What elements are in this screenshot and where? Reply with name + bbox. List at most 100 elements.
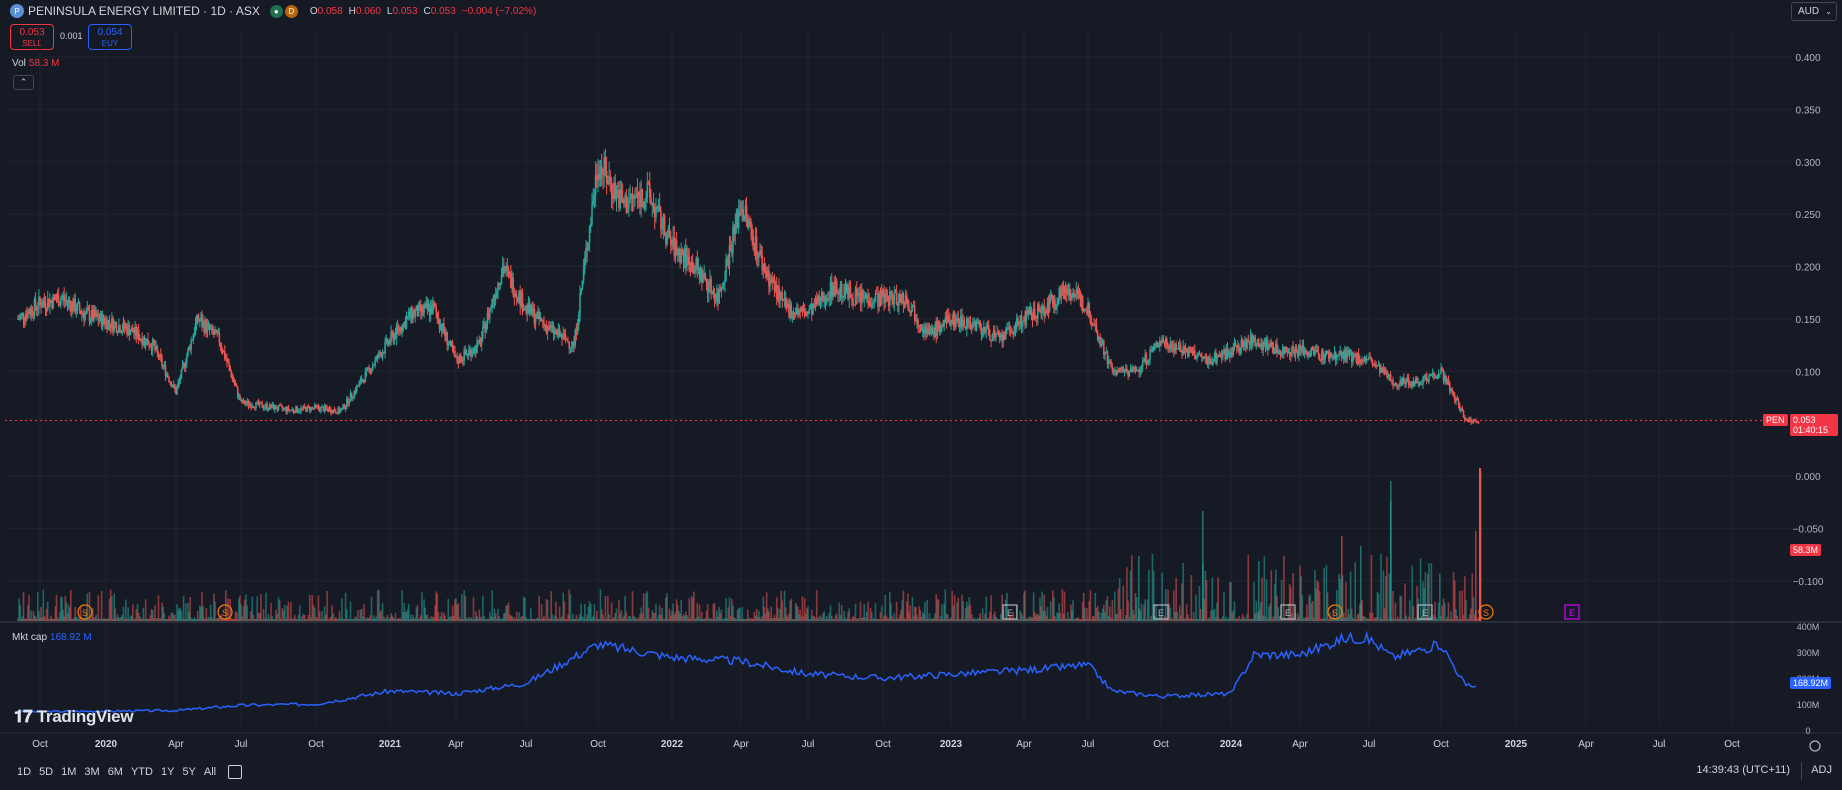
volume-bar xyxy=(1369,612,1371,621)
collapse-legend-button[interactable]: ⌃ xyxy=(13,75,34,90)
candle-body xyxy=(1342,352,1345,360)
volume-bar xyxy=(443,612,445,621)
volume-bar xyxy=(699,618,702,621)
market-cap-legend[interactable]: Mkt cap 168.92 M xyxy=(12,632,92,643)
candle-body xyxy=(218,332,221,343)
candle-body xyxy=(1151,350,1154,352)
candle-body xyxy=(599,166,602,180)
timeframe-1m[interactable]: 1M xyxy=(61,766,77,778)
timeframe-1y[interactable]: 1Y xyxy=(160,766,175,778)
market-cap-axis-label: 400M xyxy=(1797,622,1820,632)
volume-bar xyxy=(1001,594,1003,621)
volume-bar xyxy=(133,618,135,621)
volume-bar xyxy=(1245,618,1247,621)
volume-bar xyxy=(941,604,943,621)
candle-body xyxy=(607,183,609,185)
volume-bar xyxy=(1041,591,1043,621)
volume-bar xyxy=(605,618,608,621)
candle-body xyxy=(1220,354,1223,358)
volume-bar xyxy=(1110,617,1112,621)
candle-body xyxy=(1015,317,1018,330)
candle-body xyxy=(1222,352,1224,358)
volume-bar xyxy=(95,614,97,621)
candle-body xyxy=(98,319,101,321)
candle-body xyxy=(909,310,911,314)
volume-bar xyxy=(1087,618,1089,621)
timeframe-3m[interactable]: 3M xyxy=(84,766,100,778)
candle-body xyxy=(579,293,581,315)
timeframe-all[interactable]: All xyxy=(203,766,217,778)
candle-body xyxy=(320,406,322,412)
symbol-legend[interactable]: P PENINSULA ENERGY LIMITED · 1D · ASX ● … xyxy=(10,2,536,20)
volume-bar xyxy=(221,618,224,621)
volume-bar xyxy=(1209,618,1211,621)
candle-body xyxy=(850,297,853,299)
market-status-icon[interactable]: ● xyxy=(269,4,283,18)
volume-bar xyxy=(111,596,113,621)
volume-bar xyxy=(1076,617,1079,621)
buy-button[interactable]: 0.054 BUY xyxy=(88,24,132,50)
candle-body xyxy=(1400,380,1403,386)
volume-legend[interactable]: Vol 58.3 M xyxy=(12,58,59,69)
candle-body xyxy=(762,264,765,271)
timeframe-ytd[interactable]: YTD xyxy=(130,766,153,778)
delayed-data-icon[interactable]: D xyxy=(284,4,298,18)
volume-bar xyxy=(744,618,747,621)
volume-bar xyxy=(799,609,801,621)
sell-button[interactable]: 0.053 SELL xyxy=(10,24,54,50)
volume-bar xyxy=(281,608,284,621)
volume-bar xyxy=(1413,618,1416,621)
volume-bar xyxy=(336,618,338,621)
adjustment-toggle[interactable]: ADJ xyxy=(1811,764,1832,776)
volume-bar xyxy=(201,591,203,621)
volume-bar xyxy=(136,604,139,621)
candle-body xyxy=(350,393,353,398)
clock[interactable]: 14:39:43 (UTC+11) xyxy=(1696,764,1790,776)
timeframe-1d[interactable]: 1D xyxy=(17,766,32,778)
candle-body xyxy=(1472,419,1475,423)
candle-body xyxy=(1407,377,1410,385)
volume-bar xyxy=(1270,570,1273,621)
timeframe-5d[interactable]: 5D xyxy=(39,766,54,778)
candle-body xyxy=(1423,376,1425,378)
candle-body xyxy=(822,292,824,302)
candle-body xyxy=(1167,345,1169,348)
candle-body xyxy=(845,284,848,294)
candle-body xyxy=(380,354,383,358)
candle-body xyxy=(348,401,351,404)
timeframe-6m[interactable]: 6M xyxy=(107,766,123,778)
volume-bar xyxy=(137,612,140,621)
candle-body xyxy=(1361,360,1363,362)
volume-bar xyxy=(153,617,155,621)
time-axis-label: Oct xyxy=(590,739,606,750)
volume-bar xyxy=(504,612,506,621)
volume-bar xyxy=(602,614,604,621)
candle-body xyxy=(56,295,59,301)
symbol-title[interactable]: PENINSULA ENERGY LIMITED · 1D · ASX xyxy=(28,4,260,18)
volume-bar xyxy=(1260,602,1262,621)
timeframe-5y[interactable]: 5Y xyxy=(182,766,196,778)
calendar-icon[interactable] xyxy=(228,765,243,779)
volume-bar xyxy=(359,609,362,621)
volume-bar xyxy=(447,598,450,621)
candle-body xyxy=(679,248,681,263)
tradingview-logo[interactable]: 𝟏𝟕 TradingView xyxy=(14,707,134,727)
volume-bar xyxy=(558,606,561,621)
candle-body xyxy=(428,305,431,316)
candle-body xyxy=(1057,297,1059,305)
candle-body xyxy=(1461,408,1464,411)
volume-bar xyxy=(549,618,551,621)
candle-body xyxy=(1101,340,1104,344)
currency-select[interactable]: AUD ⌄ xyxy=(1791,2,1837,21)
volume-bar xyxy=(1146,599,1149,621)
candle-body xyxy=(371,365,374,370)
volume-bar xyxy=(958,618,961,621)
candle-body xyxy=(1038,304,1040,311)
volume-bar xyxy=(104,618,106,621)
volume-bar xyxy=(242,606,245,621)
candle-body xyxy=(482,326,484,338)
candle-body xyxy=(943,320,945,327)
volume-bar xyxy=(1241,613,1244,621)
event-marker-letter: S xyxy=(82,608,88,618)
